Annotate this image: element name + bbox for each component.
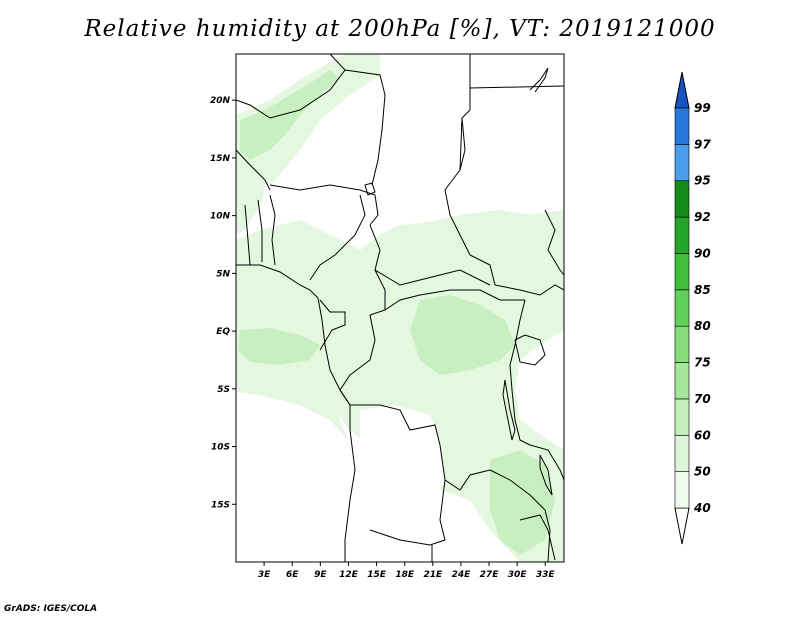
- colorbar-level-label: 99: [694, 101, 711, 115]
- lon-tick-label: 21E: [423, 570, 443, 580]
- colorbar-level-label: 92: [694, 210, 711, 224]
- border-egypt-sudan: [469, 85, 564, 89]
- lat-tick-label: 20N: [210, 96, 231, 106]
- lat-tick-label: 15S: [211, 500, 230, 510]
- coastline-gulf-guinea: [236, 264, 319, 299]
- lon-tick-label: 9E: [314, 570, 327, 580]
- border-ethiopia: [544, 209, 564, 276]
- colorbar-under-triangle: [674, 507, 690, 545]
- border-angola-namibia: [344, 429, 356, 562]
- lake-malawi: [539, 454, 553, 496]
- lat-tick-label: 10N: [210, 212, 231, 222]
- colorbar: 40 50 60 70 75 80 85 90 92 95 97 99: [674, 71, 711, 545]
- lat-tick-label: 10S: [211, 443, 230, 453]
- lake-chad: [364, 182, 376, 196]
- colorbar-segment: [674, 434, 690, 472]
- map-title: Relative humidity at 200hPa [%], VT: 201…: [84, 16, 716, 42]
- country-borders: [236, 54, 564, 562]
- lon-tick-label: 24E: [452, 570, 472, 580]
- colorbar-level-label: 95: [694, 174, 711, 188]
- humidity-gap-south: [360, 405, 445, 505]
- lat-tick-label: 5N: [216, 269, 230, 279]
- latitude-axis: 20N 15N 10N 5N EQ 5S 10S 15S: [210, 96, 236, 510]
- colorbar-segment: [674, 325, 690, 363]
- lon-tick-label: 30E: [508, 570, 528, 580]
- colorbar-level-label: 50: [694, 465, 711, 479]
- humidity-core-1: [240, 70, 340, 160]
- border-nigeria-cameroon: [309, 194, 366, 281]
- humidity-gap-sahel: [262, 182, 360, 225]
- lon-tick-label: 27E: [480, 570, 500, 580]
- lat-tick-label: EQ: [216, 327, 230, 337]
- border-chad-sudan: [444, 117, 496, 286]
- colorbar-level-label: 75: [694, 356, 711, 370]
- coastline-west-central: [317, 297, 351, 430]
- humidity-core-2: [410, 295, 515, 375]
- humidity-core-3: [238, 328, 320, 365]
- border-gabon-congo: [319, 299, 346, 351]
- border-sudan-south: [494, 284, 564, 296]
- lon-tick-label: 33E: [536, 570, 556, 580]
- colorbar-segment: [674, 107, 690, 145]
- colorbar-segment: [674, 180, 690, 218]
- lon-tick-label: 18E: [395, 570, 415, 580]
- border-cameroon-car: [369, 269, 386, 316]
- border-niger-nigeria: [269, 184, 379, 226]
- border-chad-car: [369, 224, 491, 286]
- colorbar-segment: [674, 471, 690, 509]
- colorbar-level-label: 80: [694, 319, 711, 333]
- colorbar-segment: [674, 144, 690, 182]
- border-drc-angola: [350, 404, 491, 491]
- border-benin-nigeria: [269, 194, 276, 266]
- colorbar-segment: [674, 216, 690, 254]
- colorbar-level-label: 70: [694, 392, 711, 406]
- border-mozambique: [519, 514, 556, 561]
- lon-tick-label: 3E: [258, 570, 271, 580]
- colorbar-segment: [674, 289, 690, 327]
- border-ghana: [244, 204, 251, 266]
- lon-tick-label: 15E: [367, 570, 387, 580]
- humidity-gap-ne: [460, 88, 564, 205]
- humidity-region-southwest: [236, 350, 348, 440]
- longitude-axis: 3E 6E 9E 12E 15E 18E 21E 24E 27E 30E 33E: [258, 562, 556, 580]
- border-car-drc: [384, 289, 525, 311]
- colorbar-level-label: 85: [694, 283, 711, 297]
- lat-tick-label: 5S: [217, 385, 230, 395]
- colorbar-level-label: 97: [694, 137, 711, 151]
- lat-tick-label: 15N: [210, 154, 231, 164]
- colorbar-over-triangle: [674, 71, 690, 109]
- humidity-region-northwest: [236, 54, 380, 235]
- map-frame: [235, 53, 565, 563]
- humidity-gap-north: [375, 80, 470, 200]
- lake-victoria: [514, 334, 546, 366]
- grads-credit: GrADS: IGES/COLA: [4, 604, 98, 614]
- colorbar-segment: [674, 253, 690, 291]
- lake-tanganyika: [502, 379, 516, 441]
- border-angola-zambia: [369, 479, 446, 546]
- lon-tick-label: 6E: [286, 570, 299, 580]
- sinai: [529, 67, 549, 93]
- border-togo: [257, 199, 263, 262]
- colorbar-level-label: 60: [694, 428, 711, 442]
- lon-tick-label: 12E: [339, 570, 359, 580]
- colorbar-level-label: 90: [694, 246, 711, 260]
- border-tanzania: [529, 444, 564, 481]
- colorbar-segment: [674, 362, 690, 400]
- border-mali-niger: [236, 149, 271, 191]
- humidity-core-4: [490, 450, 555, 555]
- colorbar-level-label: 40: [693, 501, 711, 515]
- border-drc-east: [509, 299, 531, 446]
- border-niger-chad: [344, 69, 386, 186]
- colorbar-segment: [674, 398, 690, 436]
- humidity-shading: [236, 54, 564, 562]
